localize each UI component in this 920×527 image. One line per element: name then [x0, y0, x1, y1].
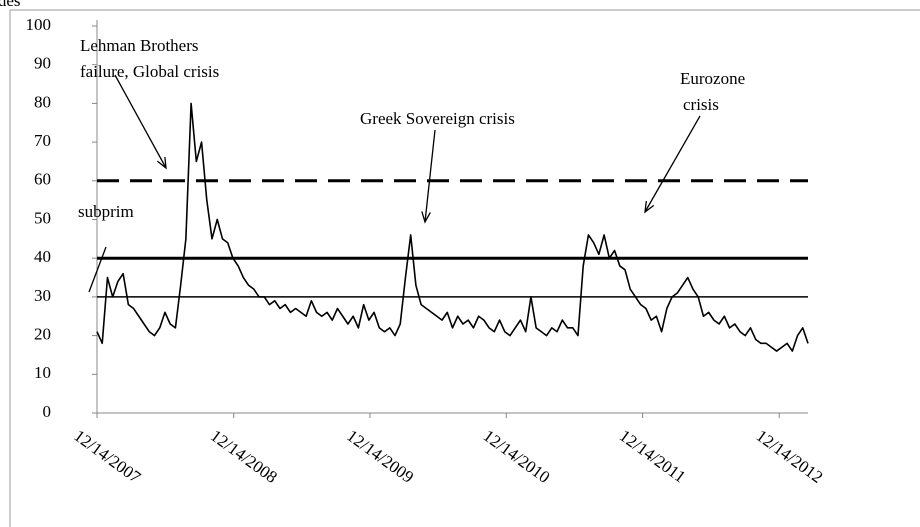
x-tick-label: 12/14/2008 [207, 426, 281, 487]
annotation-text: Lehman Brothers [80, 36, 199, 55]
x-tick-label: 12/14/2010 [480, 426, 554, 487]
y-tick-label: 20 [34, 325, 51, 344]
y-tick-label: 70 [34, 131, 51, 150]
annotation-text: Greek Sovereign crisis [360, 109, 515, 128]
y-tick-label: 90 [34, 54, 51, 73]
arrow-head [156, 156, 167, 170]
annotation-text: Eurozone [680, 69, 745, 88]
chart-title: isodes [0, 0, 21, 10]
y-tick-label: 0 [43, 402, 52, 421]
annotation-text: subprim [78, 202, 134, 221]
y-tick-label: 60 [34, 170, 51, 189]
y-tick-label: 40 [34, 247, 51, 266]
arrow-head [644, 201, 655, 214]
series-line [96, 102, 809, 352]
x-tick-label: 12/14/2011 [616, 426, 689, 487]
annotation-arrow [88, 246, 107, 293]
x-tick-label: 12/14/2007 [70, 426, 144, 487]
y-tick-label: 100 [26, 15, 52, 34]
y-tick-label: 30 [34, 286, 51, 305]
x-tick-label: 12/14/2012 [753, 426, 827, 487]
y-tick-label: 10 [34, 363, 51, 382]
annotation-arrow [114, 74, 167, 169]
arrow-head [421, 211, 431, 224]
annotation-text: crisis [683, 95, 719, 114]
y-tick-label: 50 [34, 208, 51, 227]
y-tick-label: 80 [34, 92, 51, 111]
annotation-arrow [424, 129, 436, 223]
x-tick-label: 12/14/2009 [343, 426, 417, 487]
annotation-text: failure, Global crisis [80, 62, 219, 81]
annotation-arrow [644, 115, 701, 213]
